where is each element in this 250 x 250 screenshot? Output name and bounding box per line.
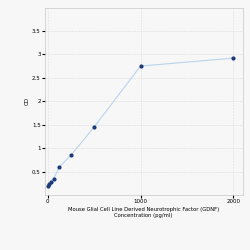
Point	[47, 182, 51, 186]
Point	[57, 165, 61, 169]
Point	[92, 125, 96, 129]
Point	[69, 153, 73, 157]
Y-axis label: OD: OD	[24, 97, 29, 105]
X-axis label: Mouse Glial Cell Line Derived Neurotrophic Factor (GDNF)
Concentration (pg/ml): Mouse Glial Cell Line Derived Neurotroph…	[68, 207, 220, 218]
Point	[46, 184, 50, 188]
Point	[49, 180, 53, 184]
Point	[138, 64, 142, 68]
Point	[52, 176, 56, 180]
Point	[231, 56, 235, 60]
